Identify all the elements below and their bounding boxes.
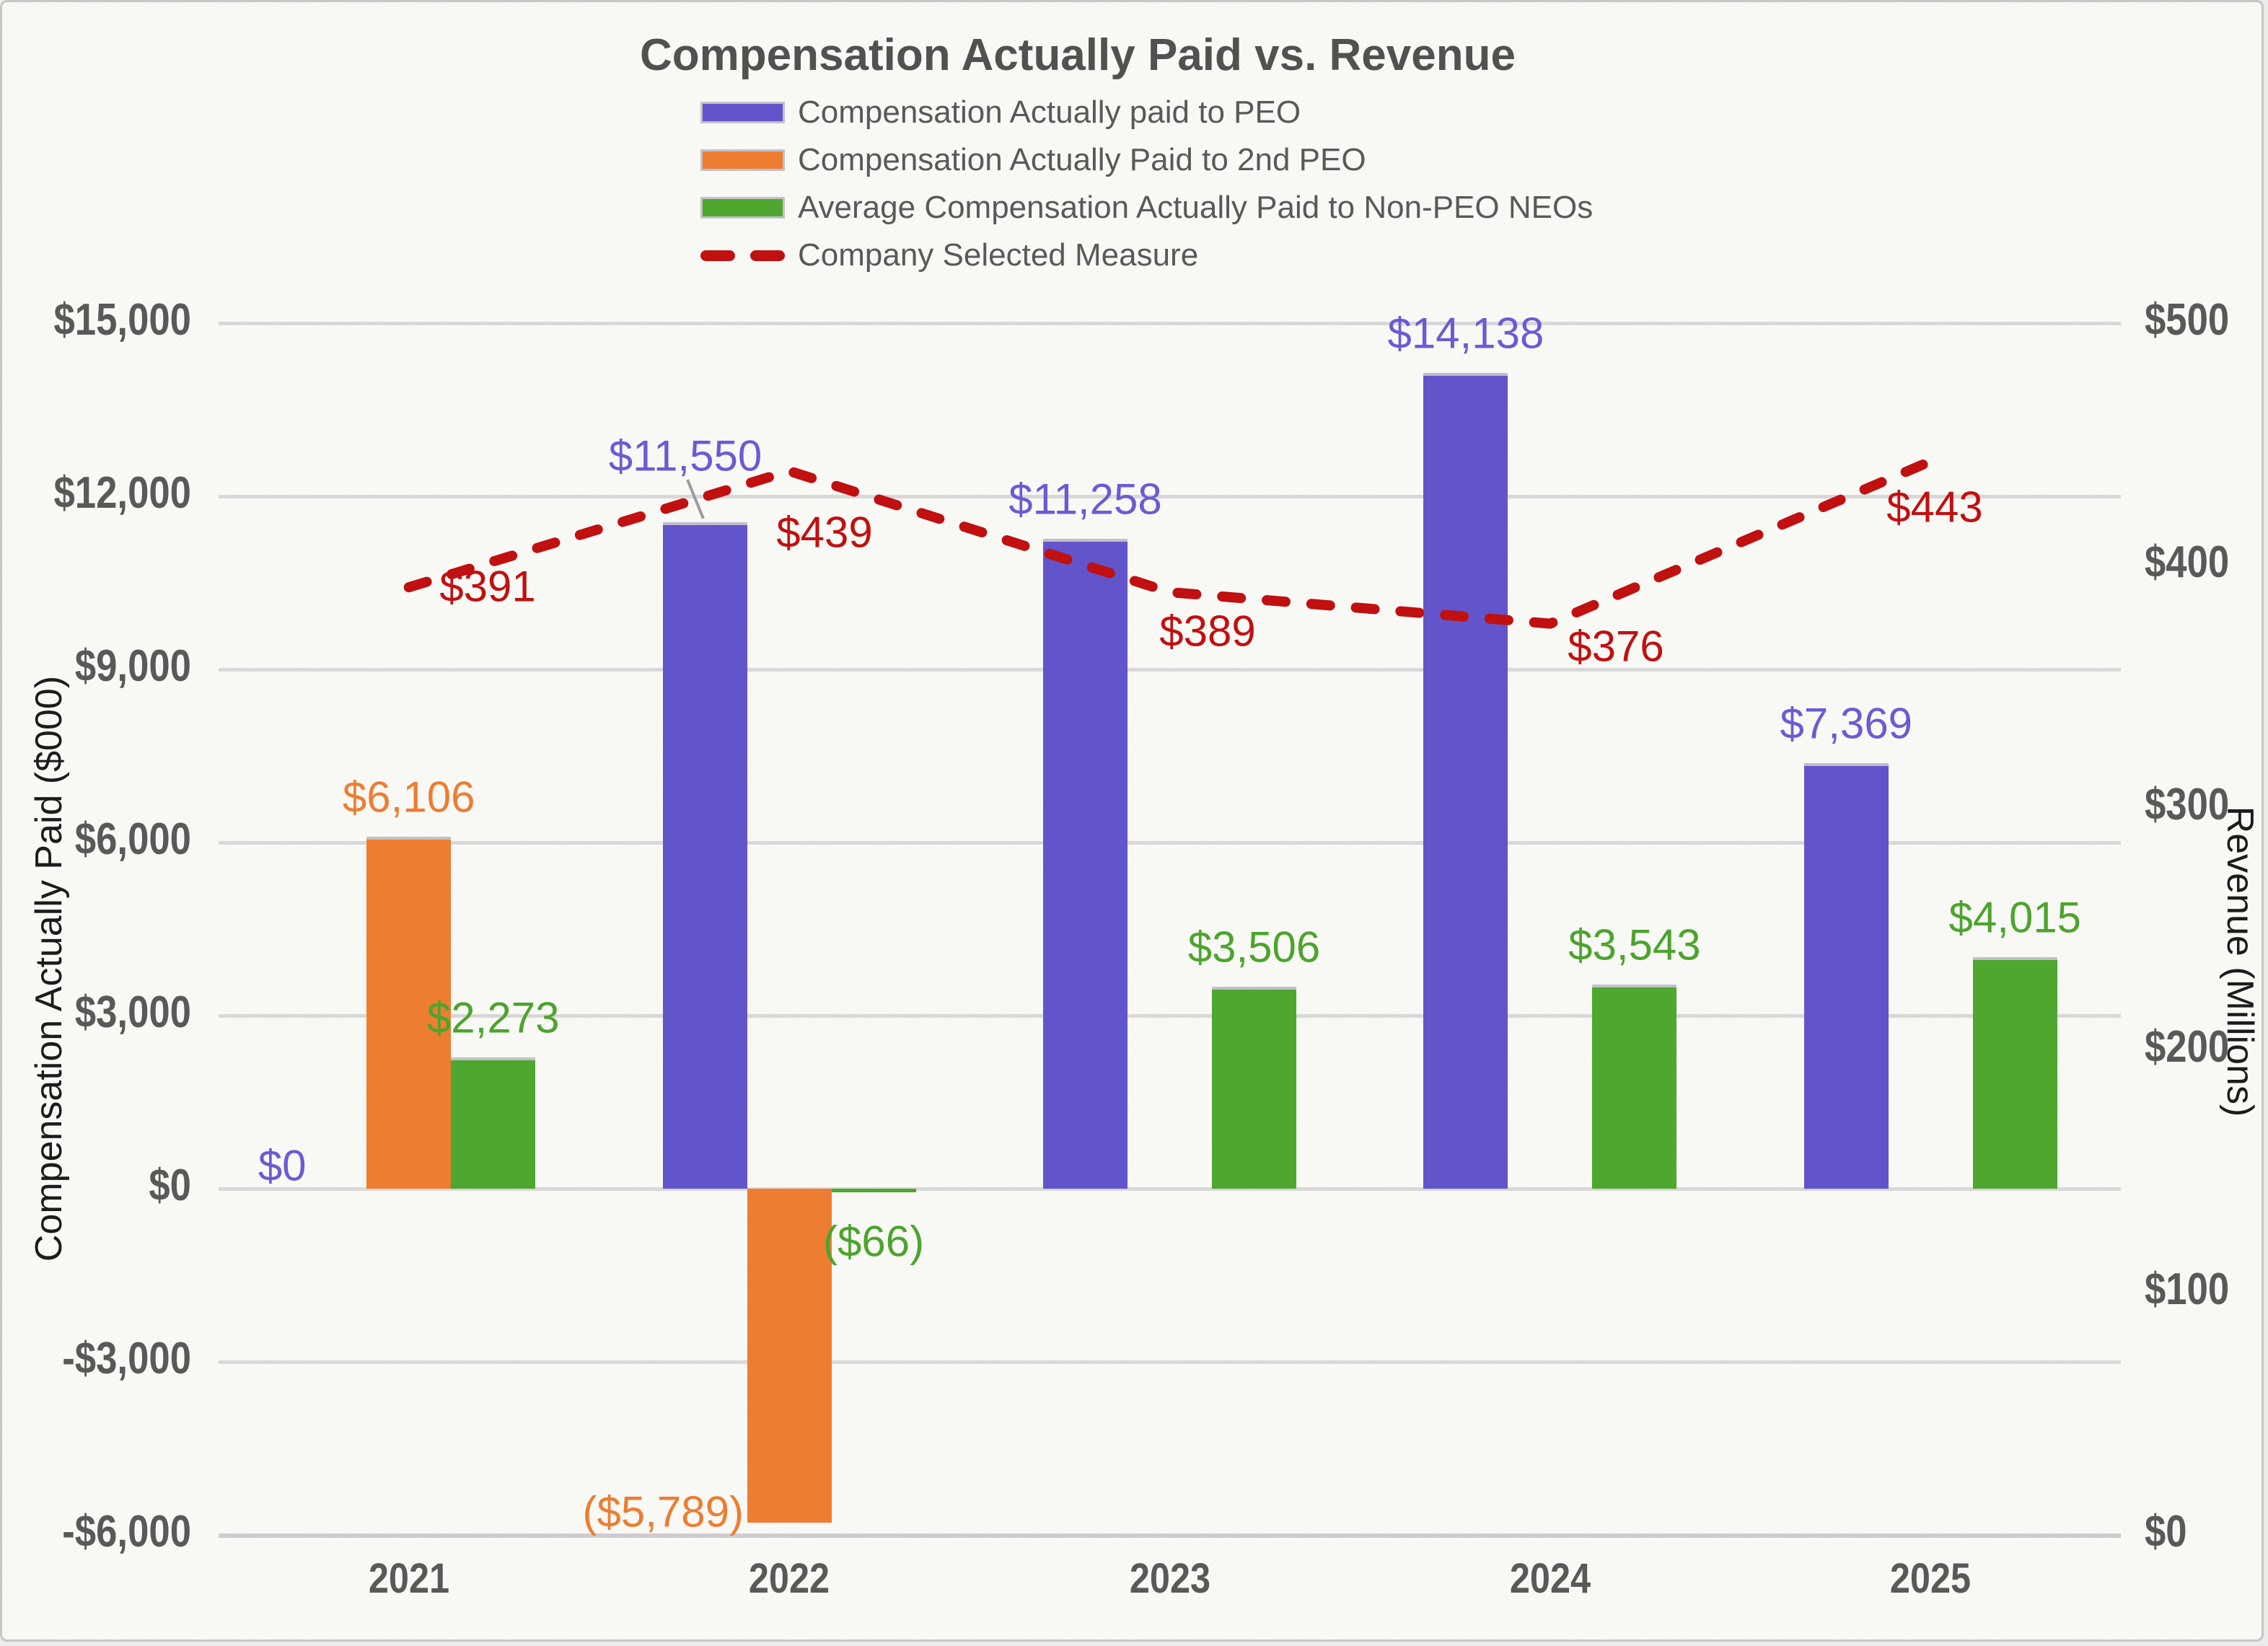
gridline [219,1533,2121,1538]
legend-item-company-selected-measure: Company Selected Measure [700,237,1593,274]
value-label: $3,506 [1187,923,1321,972]
y-tick-label-left: $15,000 [53,295,191,345]
bar-non-peo-neo-2021 [451,1057,536,1189]
bar-second-peo-2022 [747,1189,832,1523]
value-label: $391 [439,562,536,611]
gridline [219,322,2121,325]
legend-item-second-peo: Compensation Actually Paid to 2nd PEO [700,141,1593,179]
legend-swatch-second-peo [700,149,785,171]
y-tick-label-right: $100 [2145,1264,2230,1314]
y-tick-label-left: -$3,000 [62,1334,191,1383]
y-tick-label-right: $200 [2145,1022,2230,1072]
value-label: $3,543 [1568,920,1701,969]
bar-non-peo-neo-2022 [831,1189,916,1193]
y-tick-label-right: $0 [2145,1507,2187,1557]
legend-dash-swatch [700,245,785,266]
value-label: $14,138 [1387,309,1544,358]
x-label-2024: 2024 [1509,1555,1591,1602]
bar-non-peo-neo-2023 [1212,986,1296,1189]
value-label: $11,550 [608,431,762,480]
legend-label-non-peo-neo: Average Compensation Actually Paid to No… [798,190,1594,225]
value-label: $6,106 [342,773,475,822]
y-tick-label-left: $0 [149,1161,191,1210]
chart-title: Compensation Actually Paid vs. Revenue [640,30,1516,80]
value-label: $7,369 [1780,699,1913,748]
legend-item-peo: Compensation Actually paid to PEO [700,94,1593,131]
y-tick-label-left: $6,000 [74,814,192,864]
value-label: $11,258 [1008,475,1162,524]
bar-second-peo-2021 [366,836,452,1189]
legend-label-company-selected-measure: Company Selected Measure [798,237,1199,273]
y-tick-label-right: $300 [2145,780,2230,829]
x-label-2022: 2022 [748,1555,830,1602]
legend-swatch-peo [700,102,785,123]
x-label-2021: 2021 [368,1555,449,1602]
y-tick-label-left: $3,000 [74,987,192,1037]
gridline [219,1360,2121,1364]
y-tick-label-right: $500 [2145,295,2230,345]
legend-swatch-non-peo-neo [700,197,785,219]
legend-label-peo: Compensation Actually paid to PEO [798,94,1301,130]
value-label: ($66) [823,1217,925,1266]
bar-peo-2023 [1043,539,1128,1189]
legend-label-second-peo: Compensation Actually Paid to 2nd PEO [798,142,1366,177]
x-label-2025: 2025 [1890,1555,1972,1602]
y-tick-label-right: $400 [2145,537,2230,587]
value-label: $0 [258,1141,307,1190]
value-label: $439 [776,508,873,557]
gridline [219,1014,2121,1018]
value-label: $4,015 [1948,893,2082,942]
gridline [219,668,2121,672]
bar-non-peo-neo-2024 [1592,984,1677,1189]
bar-peo-2022 [662,522,747,1189]
y-tick-label-left: $9,000 [74,641,192,691]
value-label: $389 [1159,607,1256,656]
legend-item-non-peo-neo: Average Compensation Actually Paid to No… [700,189,1593,226]
x-label-2023: 2023 [1129,1555,1210,1602]
gridline [219,841,2121,845]
y-tick-label-left: $12,000 [53,468,191,518]
value-label: $443 [1886,483,1983,532]
legend: Compensation Actually paid to PEO Compen… [700,94,1593,284]
value-label: $376 [1568,622,1664,671]
y-tick-label-left: -$6,000 [62,1507,191,1557]
value-label: ($5,789) [582,1487,744,1536]
gridline [219,1187,2121,1191]
bar-non-peo-neo-2025 [1972,956,2057,1189]
value-label: $2,273 [426,993,560,1042]
bar-peo-2025 [1803,763,1889,1189]
